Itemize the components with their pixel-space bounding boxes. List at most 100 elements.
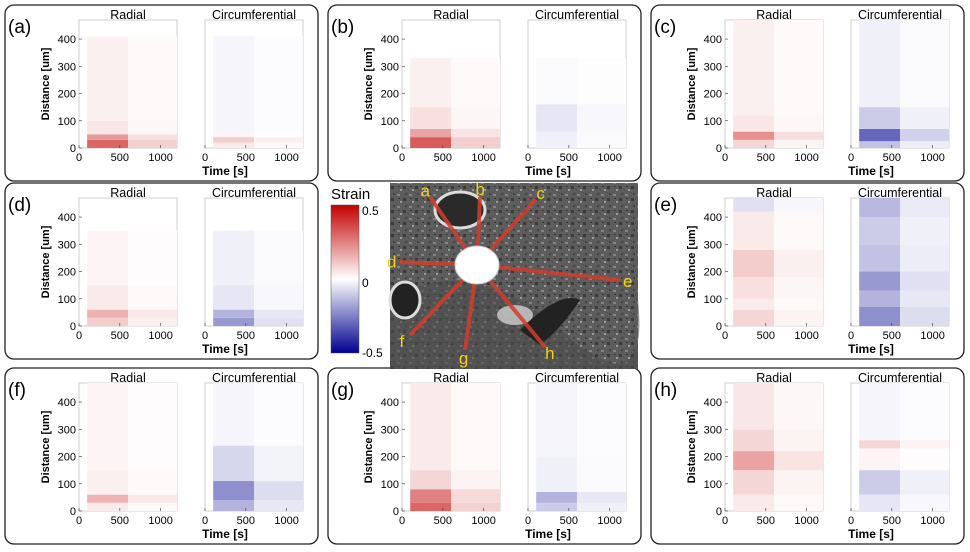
heat-cell-post	[254, 445, 303, 482]
x-axis-label: Time [s]	[848, 342, 894, 356]
column-title: Radial	[110, 371, 145, 385]
y-tick-label: 400	[58, 212, 76, 224]
heat-cell-post	[900, 448, 949, 471]
y-tick-label: 300	[58, 239, 76, 251]
heat-cell-stim	[213, 36, 254, 132]
y-tick-label: 0	[70, 321, 76, 333]
heat-cell-stim	[859, 448, 900, 471]
y-tick-label: 400	[704, 34, 722, 46]
heat-cell-post	[774, 115, 823, 132]
y-tick-label: 200	[704, 89, 722, 101]
column-title: Circumferential	[535, 371, 619, 385]
heat-cell-stim	[859, 217, 900, 245]
heat-cell-stim	[859, 107, 900, 129]
heat-cell-stim	[859, 440, 900, 449]
heat-cell-post	[774, 383, 823, 430]
heat-cell-post	[900, 494, 949, 511]
heat-cell-stim	[87, 502, 128, 511]
heat-cell-post	[900, 290, 949, 307]
heat-cell-post	[774, 139, 823, 148]
heat-cell-stim	[733, 139, 774, 148]
ray-label-c: c	[536, 184, 545, 203]
heat-cell-post	[254, 36, 303, 132]
heat-cell-post	[451, 489, 500, 503]
colorbar-min-label: -0.5	[362, 346, 383, 360]
heat-cell-post	[900, 198, 949, 218]
heat-cell-stim	[733, 451, 774, 471]
circumferential-heatmap: Circumferential 0 500 1000	[525, 371, 627, 527]
heat-cell-post	[577, 131, 626, 148]
x-axis-label: Time [s]	[848, 164, 894, 178]
panel-label: (a)	[8, 17, 31, 38]
heat-cell-post	[128, 36, 177, 121]
y-axis-label: Distance [um]	[686, 47, 698, 120]
x-tick-label: 0	[848, 515, 854, 527]
heat-cell-post	[900, 271, 949, 291]
y-tick-label: 300	[381, 424, 399, 436]
y-tick-label: 100	[381, 479, 399, 491]
panel-label: (f)	[8, 380, 26, 401]
heat-cell-post	[451, 58, 500, 108]
heat-cell-post	[900, 470, 949, 495]
ray-label-a: a	[420, 181, 430, 200]
x-tick-label: 0	[76, 515, 82, 527]
y-axis-label: Distance [um]	[40, 47, 52, 120]
circumferential-heatmap: Circumferential 0 500 1000	[202, 8, 304, 164]
x-tick-label: 1000	[920, 515, 944, 527]
column-title: Circumferential	[858, 8, 942, 22]
heat-cell-stim	[87, 36, 128, 121]
heat-cell-post	[900, 440, 949, 449]
column-title: Radial	[110, 186, 145, 200]
heat-cell-post	[774, 309, 823, 326]
panel-label: (d)	[8, 195, 31, 216]
column-title: Radial	[433, 371, 468, 385]
heat-cell-post	[451, 383, 500, 471]
x-tick-label: 500	[757, 515, 775, 527]
x-tick-label: 1000	[274, 330, 298, 342]
y-tick-label: 100	[704, 479, 722, 491]
colorbar-max-label: 0.5	[362, 204, 379, 218]
heat-cell-post	[254, 131, 303, 138]
y-tick-label: 300	[58, 61, 76, 73]
heat-cell-post	[900, 244, 949, 272]
vessel-left	[388, 280, 422, 320]
x-tick-label: 500	[757, 330, 775, 342]
x-tick-label: 0	[722, 515, 728, 527]
x-tick-label: 0	[722, 330, 728, 342]
x-tick-label: 1000	[920, 152, 944, 164]
y-tick-label: 100	[58, 294, 76, 306]
y-tick-label: 400	[381, 397, 399, 409]
column-title: Circumferential	[858, 371, 942, 385]
circumferential-heatmap: Circumferential 0 500 1000	[848, 371, 950, 527]
ray-label-h: h	[545, 344, 554, 363]
panel-label: (h)	[654, 380, 677, 401]
heat-cell-stim	[733, 20, 774, 116]
heat-cell-stim	[733, 249, 774, 277]
heat-cell-stim	[859, 20, 900, 108]
y-tick-label: 300	[58, 424, 76, 436]
heat-cell-post	[254, 309, 303, 318]
column-title: Circumferential	[212, 8, 296, 22]
heat-cell-stim	[536, 491, 577, 503]
heat-cell-stim	[87, 134, 128, 140]
x-tick-label: 0	[202, 152, 208, 164]
heat-cell-post	[128, 139, 177, 148]
x-tick-label: 1000	[794, 152, 818, 164]
heat-cell-stim	[213, 309, 254, 318]
heat-cell-post	[577, 502, 626, 511]
y-axis-label: Distance [um]	[686, 225, 698, 298]
x-tick-label: 0	[525, 515, 531, 527]
heat-cell-post	[577, 104, 626, 132]
heat-cell-stim	[410, 502, 451, 511]
heat-cell-stim	[536, 383, 577, 457]
x-tick-label: 500	[434, 152, 452, 164]
heat-cell-stim	[733, 470, 774, 495]
heat-cell-stim	[410, 107, 451, 129]
heat-cell-stim	[859, 271, 900, 291]
radial-heatmap: Radial 0 500 1000 0 100 200 300 400	[58, 186, 178, 342]
heat-cell-stim	[410, 470, 451, 490]
